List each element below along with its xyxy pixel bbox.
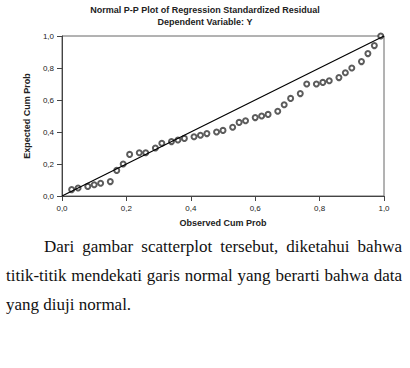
html-text:Dari gambar scatterplot terseb: Dari gambar scatterplot tersebut, diketa… (6, 237, 402, 314)
svg-text:Normal P-P Plot of Regression: Normal P-P Plot of Regression Standardiz… (90, 5, 319, 15)
svg-text:0,0: 0,0 (56, 204, 68, 213)
svg-text:0,2: 0,2 (43, 160, 55, 169)
svg-text:Observed Cum Prob: Observed Cum Prob (179, 218, 267, 228)
svg-text:0,8: 0,8 (43, 64, 55, 73)
svg-text:Expected Cum Prob: Expected Cum Prob (22, 73, 32, 159)
svg-text:1,0: 1,0 (43, 32, 55, 41)
svg-text:0,0: 0,0 (43, 192, 55, 201)
svg-text:0,6: 0,6 (43, 96, 55, 105)
svg-text:0,4: 0,4 (185, 204, 197, 213)
svg-text:1,0: 1,0 (378, 204, 390, 213)
svg-text:Dependent Variable: Y: Dependent Variable: Y (158, 17, 253, 27)
svg-text:0,6: 0,6 (250, 204, 262, 213)
svg-text:0,4: 0,4 (43, 128, 55, 137)
svg-text:0,8: 0,8 (314, 204, 326, 213)
svg-text:0,2: 0,2 (121, 204, 133, 213)
